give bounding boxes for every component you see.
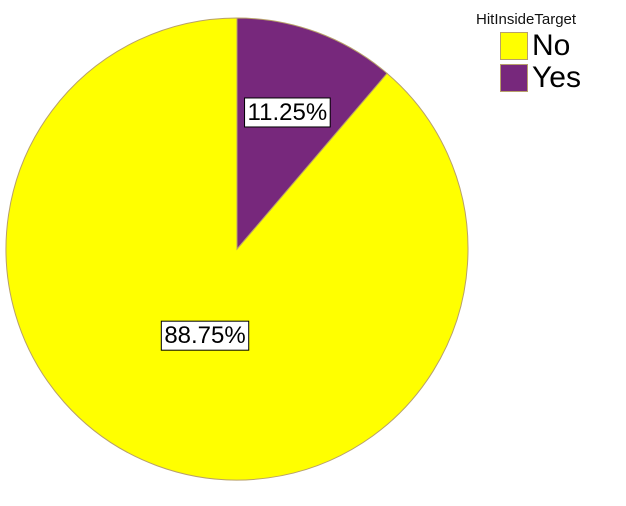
- slice-label-no: 88.75%: [160, 320, 250, 351]
- legend-label-no: No: [532, 29, 571, 62]
- slice-label-text-no: 88.75%: [164, 322, 245, 349]
- legend-label-yes: Yes: [532, 61, 581, 94]
- pie-slices: [5, 17, 469, 481]
- legend-swatch-yes: [500, 64, 528, 92]
- legend-item-no: No: [500, 30, 621, 62]
- legend-swatch-no: [500, 32, 528, 60]
- slice-label-text-yes: 11.25%: [248, 99, 328, 126]
- slice-label-box-no: [160, 320, 250, 351]
- legend-title: HitInsideTarget: [476, 11, 577, 28]
- slice-label-yes: 11.25%: [244, 97, 331, 128]
- legend: HitInsideTarget No Yes: [476, 10, 621, 94]
- pie-slice-yes: [236, 17, 388, 251]
- pie-slice-labels: 88.75% 11.25%: [160, 97, 331, 351]
- slice-label-box-yes: [244, 97, 331, 128]
- legend-item-yes: Yes: [500, 62, 621, 94]
